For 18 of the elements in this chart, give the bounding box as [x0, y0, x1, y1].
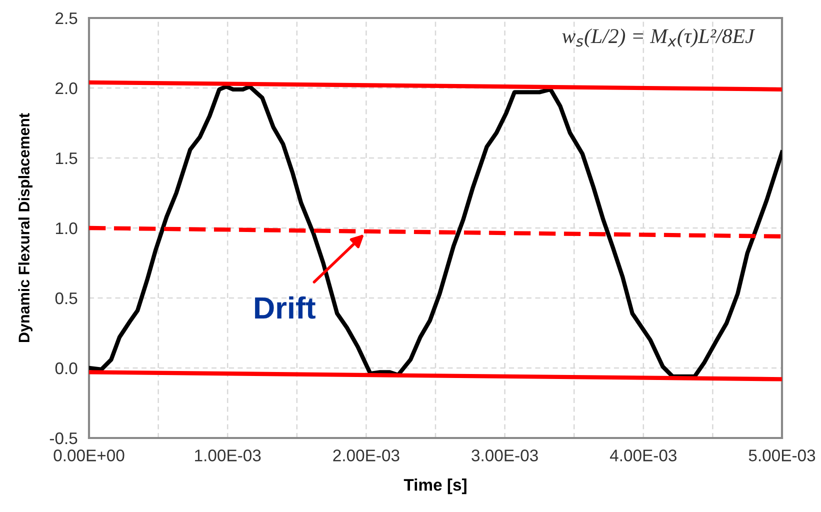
y-tick-label: -0.5 — [50, 432, 78, 444]
annotation: Drift — [255, 296, 316, 319]
x-tick-label: 1.00E-03 — [195, 450, 261, 462]
y-tick-label: 0.0 — [55, 362, 78, 374]
y-axis-title: Dynamic Flexural Displacement — [18, 113, 33, 342]
x-axis-title: Time [s] — [404, 478, 466, 494]
x-tick-label: 5.00E-03 — [748, 450, 816, 462]
x-tick-label: 4.00E-03 — [610, 450, 676, 462]
y-tick-label: 2.5 — [56, 12, 78, 24]
x-tick-label: 2.00E-03 — [333, 450, 400, 462]
y-tick-label: 2.0 — [56, 82, 78, 94]
line-series — [89, 84, 782, 378]
x-tick-label: 0.00E+00 — [54, 450, 124, 462]
y-tick-label: 1.0 — [56, 222, 78, 234]
y-tick-label: 1.5 — [56, 152, 78, 164]
y-tick-label: 0.5 — [55, 292, 78, 304]
x-tick-label: 3.00E-03 — [472, 450, 538, 462]
annotation: w$_{s}$(L/2) = M$_{x}$(τ)L²/8EJ — [562, 28, 756, 48]
